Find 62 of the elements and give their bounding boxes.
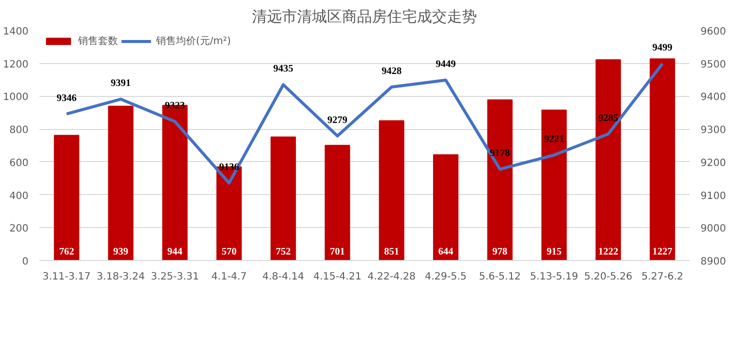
bar xyxy=(433,154,458,260)
y-tick-label: 600 xyxy=(9,158,29,169)
y-tick-label: 200 xyxy=(9,224,29,235)
x-tick-label: 4.22-4.28 xyxy=(368,272,416,282)
data-label: 762 xyxy=(59,246,74,258)
y-tick-label: 1000 xyxy=(3,92,29,104)
data-label: 978 xyxy=(492,246,508,258)
data-label: 570 xyxy=(222,246,237,258)
y2-tick-label: 9600 xyxy=(700,26,726,38)
legend-label: 销售均价(元/m²) xyxy=(156,35,231,48)
y2-tick-label: 9500 xyxy=(700,59,726,70)
bar xyxy=(378,120,404,260)
y2-tick-label: 9100 xyxy=(700,190,726,202)
data-label: 9449 xyxy=(436,59,456,70)
y2-tick-label: 9400 xyxy=(700,92,726,104)
y-tick-label: 1400 xyxy=(3,26,29,38)
legend-label: 销售套数 xyxy=(78,35,118,48)
y2-tick-label: 9300 xyxy=(700,125,726,136)
x-tick-label: 5.27-6.2 xyxy=(642,272,684,282)
data-label: 915 xyxy=(546,246,562,258)
y2-tick-label: 9200 xyxy=(700,158,726,169)
data-label: 944 xyxy=(167,246,182,258)
x-tick-label: 5.13-5.19 xyxy=(530,272,578,282)
x-tick-label: 3.25-3.31 xyxy=(150,272,199,282)
data-label: 9428 xyxy=(382,66,402,78)
bar xyxy=(270,136,296,260)
data-label: 1222 xyxy=(598,246,618,258)
y-tick-label: 400 xyxy=(9,190,29,202)
bar xyxy=(650,58,676,260)
data-label: 9346 xyxy=(56,92,77,104)
bar xyxy=(487,99,513,260)
x-tick-label: 4.29-5.5 xyxy=(424,272,467,282)
chart-title: 清远市清城区商品房住宅成交走势 xyxy=(252,8,477,26)
data-label: 752 xyxy=(276,246,291,258)
bar xyxy=(596,59,621,260)
x-tick-label: 3.18-3.24 xyxy=(96,272,145,282)
y-tick-label: 1200 xyxy=(3,59,29,70)
y2-tick-label: 8900 xyxy=(700,256,726,268)
x-tick-label: 4.8-4.14 xyxy=(262,272,304,282)
data-label: 1227 xyxy=(652,246,672,258)
data-label: 644 xyxy=(438,246,454,258)
bar xyxy=(108,106,134,260)
data-label: 9279 xyxy=(327,114,348,126)
bar xyxy=(54,134,80,260)
bar xyxy=(541,110,567,260)
data-label: 9285 xyxy=(598,113,618,124)
x-tick-label: 3.11-3.17 xyxy=(42,272,91,282)
x-tick-label: 5.20-5.26 xyxy=(584,272,632,282)
y2-tick-label: 9000 xyxy=(700,224,726,235)
x-tick-label: 5.6-5.12 xyxy=(479,272,521,282)
data-label: 9435 xyxy=(273,64,294,75)
data-label: 851 xyxy=(384,246,400,258)
y-tick-label: 800 xyxy=(9,125,29,136)
bar xyxy=(324,144,350,260)
data-label: 9499 xyxy=(652,42,672,54)
data-label: 9391 xyxy=(110,78,131,90)
y-tick-label: 0 xyxy=(22,256,29,268)
x-tick-label: 4.15-4.21 xyxy=(313,272,362,282)
x-tick-label: 4.1-4.7 xyxy=(211,272,247,282)
data-label: 939 xyxy=(113,246,128,258)
data-label: 701 xyxy=(330,246,345,258)
data-label: 9221 xyxy=(544,134,564,146)
